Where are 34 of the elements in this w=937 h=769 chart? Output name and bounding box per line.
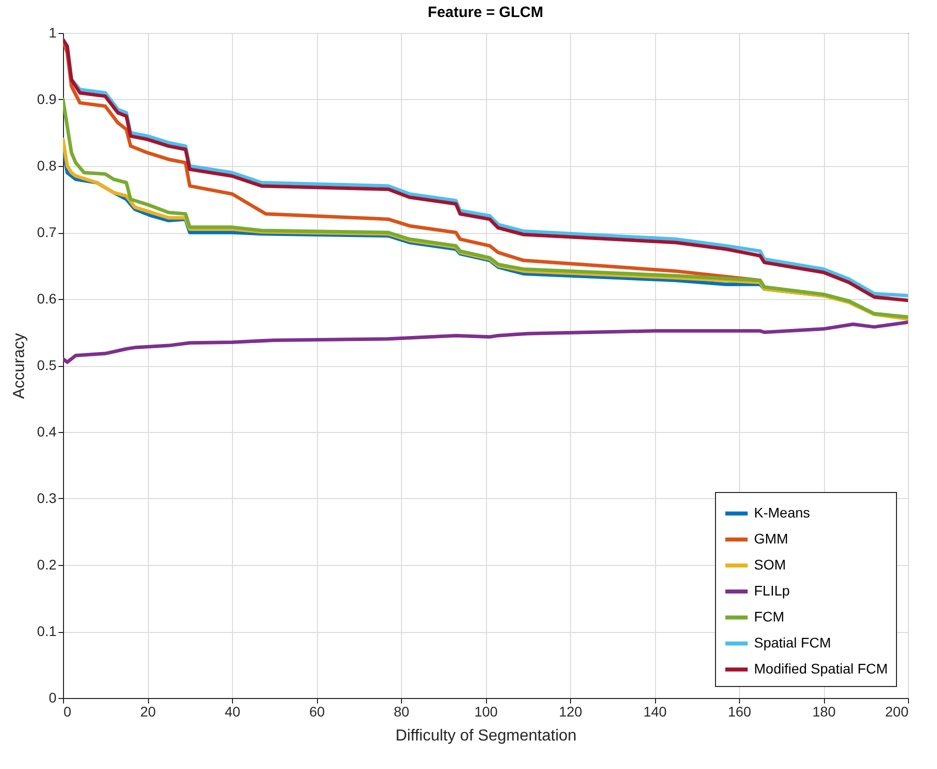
x-tick-label: 20: [140, 704, 156, 720]
y-tick-label: 0: [48, 690, 57, 706]
y-tick-label: 0.5: [37, 357, 57, 373]
y-tick-label: 0.9: [37, 91, 57, 107]
x-tick-label: 120: [558, 704, 582, 720]
y-tick-label: 0.1: [37, 623, 57, 639]
y-tick-label: 1: [48, 24, 57, 40]
legend-label: K-Means: [754, 504, 810, 520]
y-tick-label: 0.7: [37, 224, 57, 240]
x-tick-label: 0: [64, 704, 72, 720]
y-tick-label: 0.8: [37, 158, 57, 174]
x-axis-title: Difficulty of Segmentation: [395, 728, 577, 744]
legend-label: GMM: [754, 530, 788, 546]
x-tick-label: 160: [728, 704, 752, 720]
y-tick-label: 0.2: [37, 556, 57, 572]
line-series: [63, 320, 908, 364]
legend-label: FCM: [754, 608, 784, 624]
x-tick-label: 200: [885, 704, 909, 720]
legend-label: FLILp: [754, 582, 790, 598]
chart-title: Feature = GLCM: [428, 4, 544, 21]
legend-label: SOM: [754, 556, 786, 572]
legend-label: Spatial FCM: [754, 634, 832, 650]
x-tick-label: 100: [474, 704, 498, 720]
x-tick-label: 60: [309, 704, 325, 720]
x-tick-label: 140: [643, 704, 667, 720]
x-tick-label: 40: [224, 704, 240, 720]
x-tick-label: 80: [394, 704, 410, 720]
x-tick-label: 180: [812, 704, 836, 720]
legend-label: Modified Spatial FCM: [754, 660, 888, 676]
y-tick-label: 0.4: [37, 424, 57, 440]
line-series: [63, 98, 908, 319]
y-axis-title: Accuracy: [11, 333, 28, 399]
y-tick-label: 0.3: [37, 490, 57, 506]
y-tick-label: 0.6: [37, 290, 57, 306]
